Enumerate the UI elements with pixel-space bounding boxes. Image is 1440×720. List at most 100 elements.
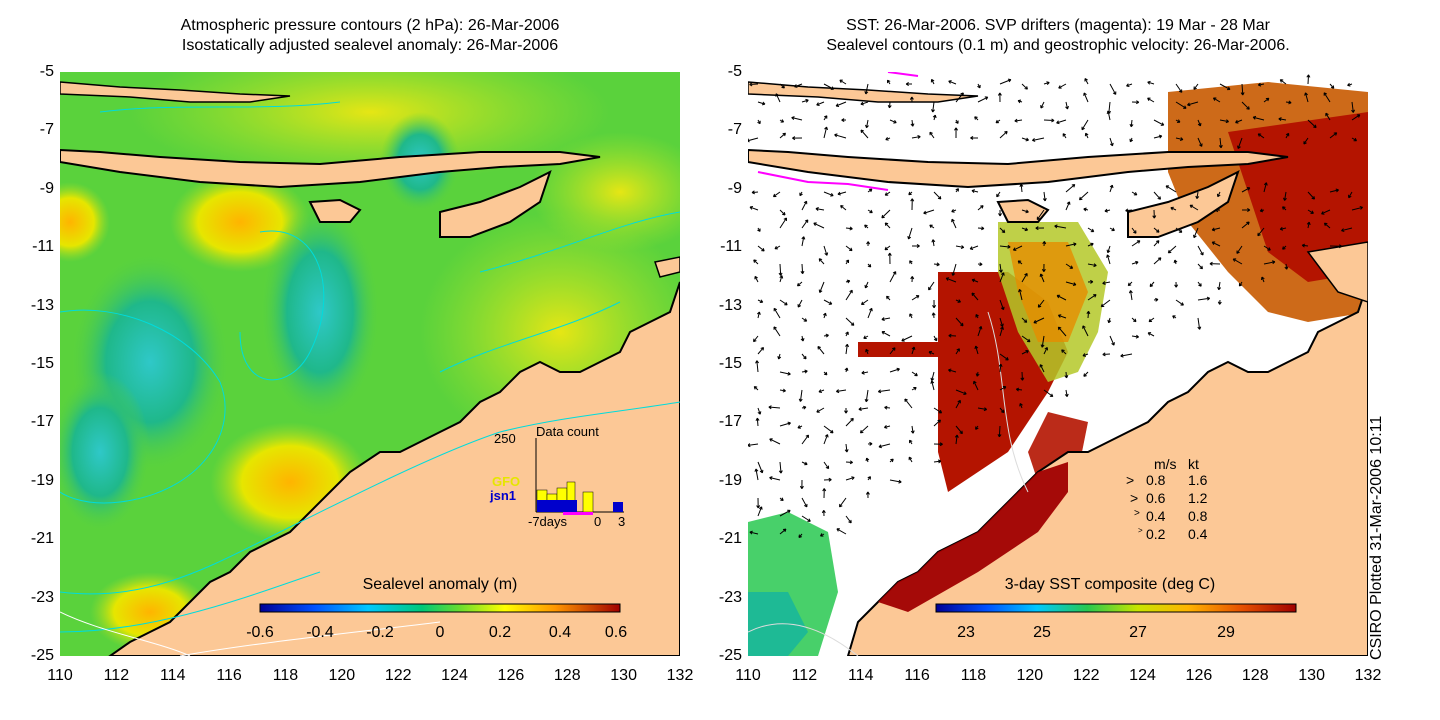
velocity-arrow [909, 313, 913, 319]
velocity-arrow [1083, 371, 1089, 377]
velocity-arrow [1282, 245, 1287, 250]
velocity-arrow [955, 92, 964, 103]
velocity-arrow [860, 129, 869, 139]
velocity-arrow [909, 439, 913, 445]
velocity-arrow [931, 101, 935, 113]
velocity-arrow [1214, 208, 1221, 213]
velocity-arrow [1065, 242, 1077, 247]
velocity-arrow [1148, 317, 1155, 323]
velocity-arrow [823, 245, 829, 256]
velocity-arrow [1165, 185, 1177, 193]
velocity-arrow [1017, 99, 1023, 104]
velocity-arrow [948, 80, 957, 85]
y-tick-label: -17 [718, 413, 742, 431]
velocity-arrow [931, 239, 936, 247]
velocity-arrow [867, 263, 872, 268]
velocity-arrow [819, 533, 825, 537]
velocity-arrow [908, 191, 913, 196]
velocity-arrow [1263, 260, 1276, 265]
velocity-arrow [801, 434, 810, 445]
velocity-arrow [864, 281, 869, 289]
velocity-arrow [1241, 187, 1251, 193]
y-tick-label: -13 [718, 296, 742, 314]
velocity-arrow [1153, 191, 1162, 200]
x-tick-label: 110 [735, 667, 761, 684]
velocity-arrow [844, 407, 848, 414]
velocity-arrow [757, 299, 764, 304]
sealevel-colorbar-tick: -0.2 [366, 624, 394, 641]
right-title-line-2: Sealevel contours (0.1 m) and geostrophi… [826, 37, 1290, 54]
velocity-arrow [1285, 132, 1290, 139]
velocity-arrow [1325, 112, 1331, 121]
velocity-arrow [908, 456, 913, 463]
velocity-arrow [883, 424, 891, 429]
velocity-arrow [779, 528, 787, 535]
sealevel-anomaly-map-graphic [60, 72, 680, 656]
velocity-arrow [859, 425, 869, 434]
velocity-arrow [1175, 83, 1183, 93]
velocity-arrow [1012, 245, 1023, 251]
velocity-arrow [975, 371, 980, 377]
x-tick-label: 124 [441, 667, 468, 684]
velocity-arrow [867, 307, 873, 319]
velocity-arrow [1131, 191, 1138, 196]
velocity-arrow [867, 476, 871, 481]
lesser-sunda-islands [60, 148, 601, 189]
velocity-arrow [1014, 118, 1023, 123]
velocity-arrow [1209, 261, 1221, 266]
velocity-arrow [779, 371, 791, 376]
velocity-arrow [1128, 290, 1133, 301]
velocity-arrow [1306, 221, 1311, 229]
velocity-arrow [865, 491, 870, 499]
velocity-arrow [864, 83, 869, 95]
x-tick-label: 118 [272, 667, 299, 684]
velocity-arrow [756, 311, 761, 319]
velocity-arrow [1197, 317, 1202, 330]
velocity-arrow [1307, 209, 1314, 214]
velocity-arrow [1259, 208, 1265, 213]
velocity-arrow [1175, 101, 1187, 109]
sealevel-colorbar-tick: -0.6 [246, 624, 274, 641]
velocity-arrow [884, 245, 891, 251]
y-tick-label: -5 [727, 63, 742, 80]
velocity-arrow [1284, 263, 1289, 270]
svp-drifter-track [757, 171, 889, 191]
velocity-arrow [779, 275, 784, 283]
velocity-arrow [886, 295, 891, 301]
velocity-arrow [754, 275, 759, 283]
velocity-arrow [775, 93, 781, 103]
sst-colorbar-tick: 29 [1217, 624, 1235, 641]
velocity-arrow [1019, 183, 1024, 193]
x-tick-label: 122 [1072, 667, 1100, 684]
velocity-legend-ms: 0.6 [1146, 490, 1166, 506]
velocity-arrow [757, 347, 765, 355]
velocity-arrow-icon: > [1130, 490, 1139, 506]
velocity-arrow [799, 479, 804, 490]
velocity-arrow [1238, 281, 1243, 287]
velocity-arrow [889, 458, 894, 463]
x-tick-label: 122 [384, 667, 412, 684]
velocity-arrow [773, 307, 781, 319]
velocity-arrow [1279, 79, 1287, 85]
velocity-arrow [798, 533, 803, 538]
velocity-arrow [955, 299, 961, 303]
velocity-arrow [797, 425, 803, 429]
velocity-arrow [884, 191, 891, 196]
sealevel-anomaly-map [60, 72, 680, 656]
sst-map-graphic [748, 72, 1368, 656]
velocity-arrow [1102, 352, 1111, 357]
velocity-legend-ms-header: m/s [1154, 456, 1177, 472]
velocity-arrow [1304, 92, 1309, 103]
velocity-arrow [1017, 260, 1023, 265]
velocity-arrow [845, 515, 852, 524]
velocity-arrow [1263, 182, 1268, 193]
velocity-arrow [1109, 137, 1114, 147]
velocity-arrow [933, 442, 943, 447]
velocity-arrow [823, 434, 829, 445]
velocity-arrow [1106, 245, 1111, 254]
sealevel-colorbar-tick: -0.4 [306, 624, 334, 641]
velocity-arrow [1109, 83, 1117, 95]
velocity-arrow [1175, 227, 1183, 233]
velocity-arrow [757, 119, 761, 125]
velocity-arrow [753, 386, 759, 391]
